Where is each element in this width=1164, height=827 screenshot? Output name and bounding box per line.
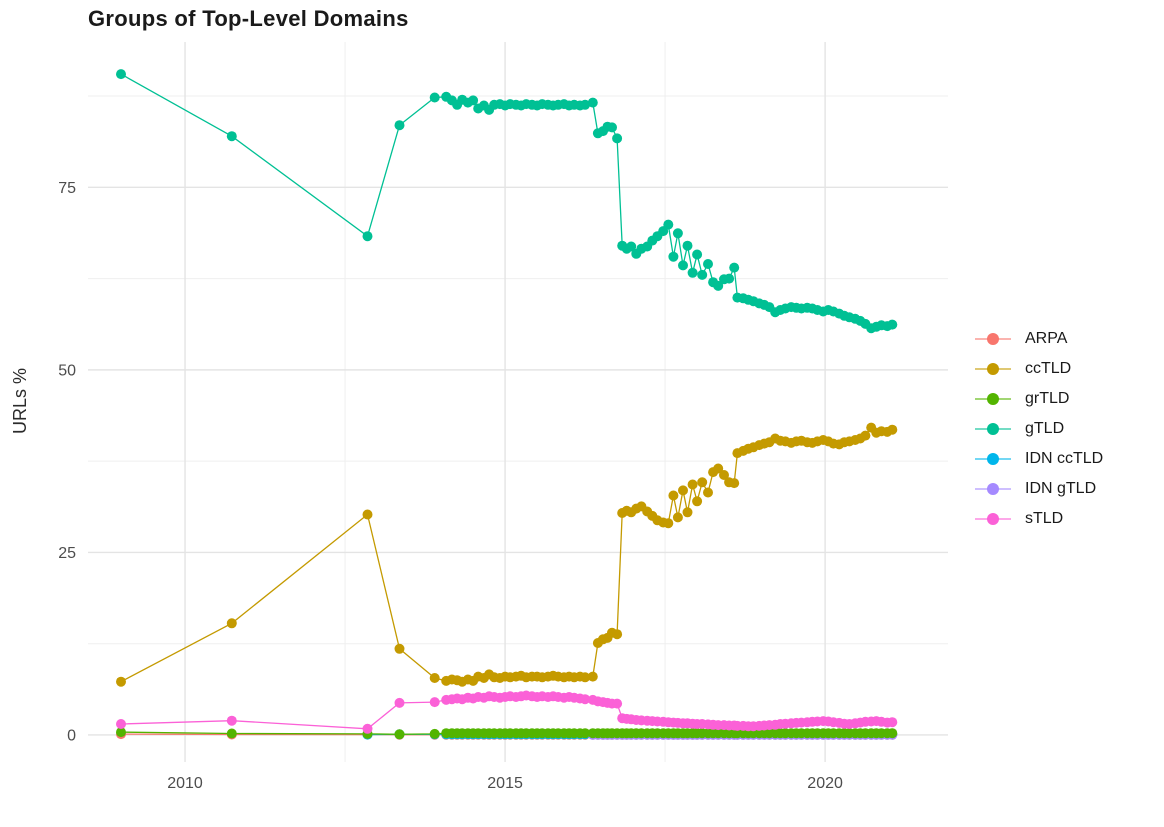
- data-point-gTLD: [724, 273, 735, 284]
- legend-item: grTLD: [975, 384, 1103, 414]
- data-point-gTLD: [692, 249, 703, 260]
- data-point-sTLD: [394, 697, 405, 708]
- data-point-gTLD: [687, 267, 698, 278]
- data-point-gTLD: [697, 269, 708, 280]
- data-point-grTLD: [580, 728, 591, 739]
- data-point-gTLD: [362, 231, 373, 242]
- legend-item-label: ARPA: [1025, 330, 1068, 347]
- legend-key-icon: [975, 482, 1011, 496]
- data-point-ccTLD: [860, 430, 871, 441]
- legend-key-icon: [975, 512, 1011, 526]
- data-point-gTLD: [887, 319, 898, 330]
- legend-key-icon: [975, 422, 1011, 436]
- data-point-gTLD: [668, 251, 679, 262]
- series-line-gTLD: [120, 73, 893, 329]
- data-point-ccTLD: [678, 485, 688, 496]
- legend-key-icon: [975, 392, 1011, 406]
- legend-item-label: IDN ccTLD: [1025, 450, 1104, 467]
- data-point-grTLD: [394, 729, 405, 740]
- data-point-ccTLD: [429, 673, 440, 683]
- legend-key-icon: [975, 332, 1011, 346]
- data-point-sTLD: [362, 723, 373, 734]
- legend: ARPA ccTLD grTLD gTLD IDN ccTLD IDN gTLD sTLD: [975, 324, 1103, 534]
- data-point-sTLD: [612, 698, 623, 709]
- data-point-ccTLD: [587, 671, 598, 682]
- data-point-gTLD: [226, 131, 237, 142]
- legend-item-label: grTLD: [1025, 390, 1070, 407]
- legend-item-label: gTLD: [1025, 420, 1065, 437]
- data-point-ccTLD: [692, 496, 703, 507]
- data-point-gTLD: [429, 92, 440, 103]
- data-point-gTLD: [468, 95, 479, 106]
- chart-title: Groups of Top-Level Domains: [88, 6, 409, 31]
- data-point-gTLD: [607, 122, 617, 133]
- x-tick-label: 2015: [487, 775, 523, 792]
- data-point-ccTLD: [703, 487, 713, 498]
- data-point-gTLD: [678, 260, 688, 271]
- legend-item-label: sTLD: [1025, 510, 1064, 527]
- data-point-ccTLD: [663, 518, 674, 529]
- y-tick-label: 75: [58, 180, 76, 197]
- data-point-ccTLD: [697, 477, 708, 488]
- data-point-ccTLD: [713, 463, 724, 474]
- data-point-gTLD: [116, 69, 126, 80]
- data-point-ccTLD: [612, 629, 623, 640]
- y-tick-label: 50: [58, 362, 76, 379]
- x-tick-label: 2020: [807, 775, 843, 792]
- legend-item: sTLD: [975, 504, 1103, 534]
- data-point-grTLD: [429, 728, 440, 739]
- data-point-ccTLD: [687, 479, 698, 490]
- data-point-sTLD: [226, 715, 237, 726]
- data-point-ccTLD: [682, 507, 693, 518]
- data-point-sTLD: [116, 719, 126, 729]
- data-point-ccTLD: [729, 478, 740, 489]
- data-point-gTLD: [713, 280, 724, 291]
- legend-item: ccTLD: [975, 354, 1103, 384]
- x-tick-label: 2010: [167, 775, 203, 792]
- y-tick-label: 0: [67, 727, 76, 744]
- legend-key-icon: [975, 362, 1011, 376]
- legend-item: IDN gTLD: [975, 474, 1103, 504]
- legend-item-label: IDN gTLD: [1025, 480, 1097, 497]
- data-point-gTLD: [682, 240, 693, 251]
- legend-item: IDN ccTLD: [975, 444, 1103, 474]
- data-point-grTLD: [226, 728, 237, 739]
- data-point-ccTLD: [580, 672, 591, 683]
- data-point-grTLD: [116, 727, 126, 738]
- data-point-gTLD: [672, 228, 683, 239]
- data-point-gTLD: [612, 133, 623, 144]
- data-point-gTLD: [587, 97, 598, 108]
- y-tick-label: 25: [58, 545, 76, 562]
- data-point-sTLD: [429, 697, 440, 708]
- data-point-ccTLD: [719, 470, 729, 480]
- data-point-grTLD: [887, 728, 898, 739]
- data-point-ccTLD: [668, 490, 679, 501]
- data-point-gTLD: [703, 259, 713, 269]
- data-point-ccTLD: [887, 424, 898, 435]
- data-point-gTLD: [394, 120, 405, 131]
- data-point-sTLD: [887, 717, 898, 728]
- legend-item: ARPA: [975, 324, 1103, 354]
- legend-key-icon: [975, 452, 1011, 466]
- data-point-ccTLD: [116, 676, 126, 687]
- data-point-gTLD: [580, 99, 591, 110]
- data-point-ccTLD: [362, 509, 373, 520]
- data-point-gTLD: [663, 219, 674, 230]
- data-point-ccTLD: [672, 512, 683, 523]
- data-point-ccTLD: [226, 618, 237, 629]
- data-point-gTLD: [729, 262, 740, 273]
- data-point-sTLD: [580, 694, 591, 705]
- data-point-ccTLD: [394, 643, 405, 654]
- legend-item: gTLD: [975, 414, 1103, 444]
- data-point-gTLD: [626, 241, 637, 252]
- legend-item-label: ccTLD: [1025, 360, 1072, 377]
